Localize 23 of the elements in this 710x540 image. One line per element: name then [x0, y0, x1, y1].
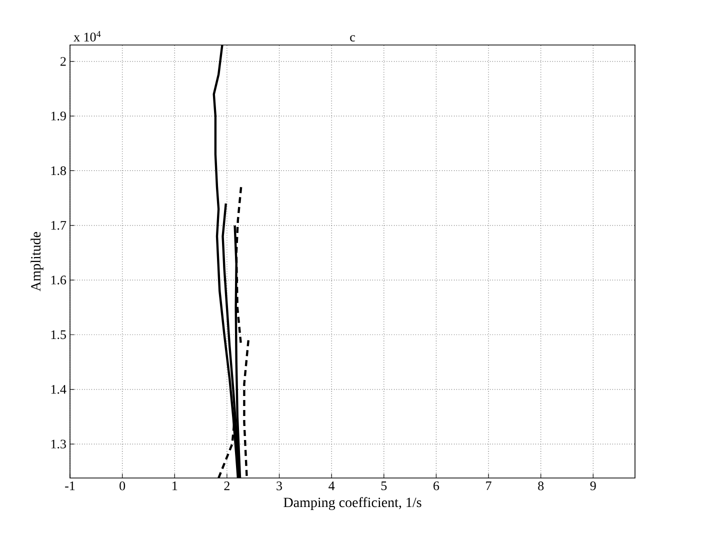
x-tick-label: 2 — [224, 482, 230, 490]
y-tick-label: 1.9 — [51, 112, 66, 120]
x-tick-label: 9 — [590, 482, 596, 490]
text: x 10$^{4}$ — [74, 30, 101, 42]
y-tick-label: 1.4 — [51, 385, 66, 394]
y-tick-label: 1.5 — [51, 330, 66, 340]
x-axis-title: Damping coefficient, 1/s — [284, 497, 422, 510]
chart-title: c — [350, 35, 355, 42]
x-tick-label: 3 — [276, 482, 282, 490]
y-axis-title: Amplitude — [30, 232, 44, 292]
x-tick-label: 0 — [120, 482, 126, 490]
x-tick-label: 8 — [538, 482, 544, 490]
x-tick-label: 4 — [328, 482, 335, 490]
x-tick-label: 5 — [381, 482, 387, 490]
x-tick-label: 1 — [172, 482, 178, 490]
x-tick-label: 6 — [434, 482, 440, 490]
y-tick-label: 1.7 — [51, 221, 66, 230]
y-tick-label: 1.6 — [51, 276, 66, 284]
x-tick-label: 7 — [486, 482, 492, 490]
x-tick-label: -1 — [65, 482, 75, 490]
y-tick-label: 1.8 — [51, 166, 66, 176]
y-tick-label: 2 — [60, 57, 66, 66]
y-tick-label: 1.3 — [51, 440, 66, 448]
